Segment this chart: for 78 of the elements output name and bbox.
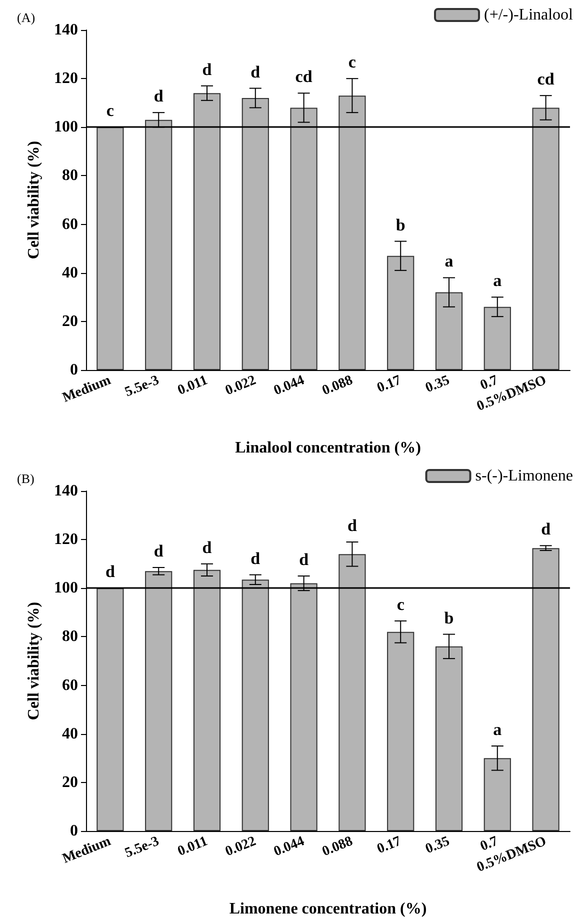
annotation: d xyxy=(202,538,212,557)
annotation: c xyxy=(348,52,356,72)
bar xyxy=(532,108,560,370)
bar xyxy=(435,292,463,370)
bar xyxy=(484,306,511,370)
annotation: b xyxy=(396,215,406,234)
annotation: cd xyxy=(537,70,555,89)
x-tick-label: 0.17 xyxy=(375,373,404,396)
y-tick-label: 120 xyxy=(54,70,78,88)
y-tick-label: 20 xyxy=(62,774,78,791)
y-tick-label: 80 xyxy=(62,167,78,184)
y-axis-title: Cell viability (%) xyxy=(26,140,42,260)
y-tick-label: 100 xyxy=(54,118,78,136)
annotation: d xyxy=(299,550,310,569)
y-tick-label: 60 xyxy=(62,676,78,694)
x-axis-title: Limonene concentration (%) xyxy=(229,900,427,918)
annotation: d xyxy=(541,520,552,539)
annotation: d xyxy=(105,562,116,582)
x-tick-label: 0.088 xyxy=(320,373,356,399)
x-axis-title: Linalool concentration (%) xyxy=(235,440,421,456)
bar xyxy=(145,571,172,831)
annotation: c xyxy=(106,101,114,120)
y-tick-label: 40 xyxy=(62,264,78,282)
x-tick-label: 5.5e-3 xyxy=(123,834,162,862)
legend-label: s-(-)-Limonene xyxy=(475,468,573,484)
annotation: d xyxy=(347,516,358,535)
annotation: c xyxy=(396,594,405,614)
y-tick-label: 80 xyxy=(62,628,78,646)
x-tick-label: 0.044 xyxy=(272,834,307,860)
chart-title: (B) xyxy=(17,471,34,486)
bar xyxy=(290,583,318,831)
bar xyxy=(387,632,414,831)
x-tick-label: 0.022 xyxy=(223,373,258,399)
bar xyxy=(193,570,221,831)
bar xyxy=(387,256,414,370)
bar xyxy=(145,120,172,370)
y-tick-label: 100 xyxy=(54,580,78,597)
bar xyxy=(96,588,124,831)
x-tick-label: 0.088 xyxy=(320,834,356,860)
bar xyxy=(242,98,269,370)
y-tick-label: 0 xyxy=(70,362,78,378)
annotation: b xyxy=(444,608,454,628)
x-tick-label: 5.5e-3 xyxy=(123,373,162,400)
chart-title: (A) xyxy=(17,10,36,25)
bar xyxy=(338,554,366,831)
bar xyxy=(242,580,269,831)
annotation: d xyxy=(250,62,261,82)
annotation: d xyxy=(154,86,164,106)
annotation: d xyxy=(202,60,212,79)
annotation: d xyxy=(250,548,261,568)
annotation: cd xyxy=(295,67,313,86)
y-tick-label: 120 xyxy=(54,531,78,548)
y-tick-label: 20 xyxy=(62,312,78,330)
annotation: a xyxy=(493,271,502,290)
y-axis-title: Cell viability (%) xyxy=(26,602,42,720)
x-tick-label: 0.022 xyxy=(223,834,258,860)
x-tick-label: 0.044 xyxy=(272,373,307,399)
x-tick-label: 0.011 xyxy=(176,373,210,398)
bar xyxy=(193,93,221,370)
y-tick-label: 60 xyxy=(62,216,78,233)
bar xyxy=(96,127,124,370)
y-tick-label: 140 xyxy=(54,22,78,38)
bar xyxy=(435,646,463,831)
annotation: a xyxy=(444,252,454,271)
x-tick-label: 0.011 xyxy=(176,834,210,860)
x-tick-label: 0.17 xyxy=(375,834,404,858)
bar xyxy=(338,96,366,370)
x-tick-label: 0.35 xyxy=(423,373,452,396)
annotation: a xyxy=(493,720,502,739)
bar xyxy=(532,548,560,831)
y-tick-label: 0 xyxy=(70,822,78,840)
legend-label: (+/-)-Linalool xyxy=(484,6,574,24)
bar xyxy=(290,108,318,370)
x-tick-label: 0.35 xyxy=(423,834,452,858)
bar xyxy=(484,758,511,831)
annotation: d xyxy=(154,542,164,560)
y-tick-label: 40 xyxy=(62,725,78,742)
y-tick-label: 140 xyxy=(54,482,78,500)
